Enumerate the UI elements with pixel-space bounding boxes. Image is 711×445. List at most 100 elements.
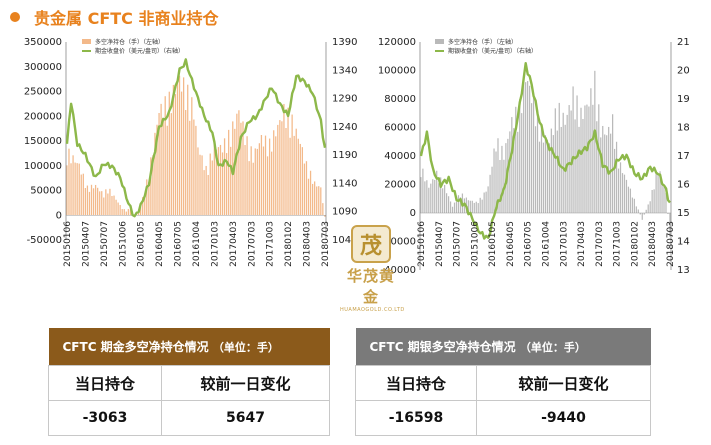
gold-bar xyxy=(320,187,322,216)
silver-bar xyxy=(578,126,580,213)
gold-legend-bar: 多空净持仓（手）（左轴） xyxy=(95,38,164,46)
gold-bar xyxy=(303,163,306,216)
gold-bar xyxy=(246,136,248,216)
silver-bar xyxy=(481,199,483,213)
silver-col1-label: 当日持仓 xyxy=(355,365,477,401)
gold-bar xyxy=(215,149,218,216)
silver-cftc-chart: 120000 100000 80000 60000 40000 20000 0 -20000 -… xyxy=(378,37,690,276)
gold-bar xyxy=(248,161,250,216)
silver-bar xyxy=(453,202,456,213)
gold-bar xyxy=(152,155,154,216)
gold-bar xyxy=(142,197,144,216)
gold-bar xyxy=(92,188,95,216)
gold-bar xyxy=(197,147,199,216)
silver-bar xyxy=(560,126,562,213)
silver-bar xyxy=(669,213,671,237)
silver-table-unit: （单位：手） xyxy=(519,341,586,354)
gold-bar xyxy=(213,143,215,216)
gold-bar xyxy=(322,203,324,216)
silver-bar xyxy=(594,70,596,213)
silver-bar xyxy=(663,186,665,213)
silver-y-left-tick: -40000 xyxy=(381,265,416,276)
gold-bar xyxy=(144,193,146,216)
silver-bar xyxy=(568,105,570,213)
gold-y-right-tick: 1240 xyxy=(332,122,357,133)
gold-bar xyxy=(273,130,275,216)
gold-bar xyxy=(182,77,185,216)
silver-bar xyxy=(546,139,549,213)
gold-bar xyxy=(217,147,220,216)
silver-y-right-tick: 14 xyxy=(677,237,690,248)
gold-bar xyxy=(307,178,310,216)
silver-bar xyxy=(519,99,521,213)
logo-name: 华茂黄金 xyxy=(346,267,395,306)
silver-bar xyxy=(621,173,624,213)
gold-bar xyxy=(299,143,301,216)
silver-bar xyxy=(649,201,651,213)
gold-y-right-tick: 1040 xyxy=(332,235,357,246)
silver-bar xyxy=(521,113,523,213)
silver-bar xyxy=(483,192,485,213)
silver-bar xyxy=(447,196,450,213)
gold-y-left-tick: -50000 xyxy=(27,235,62,246)
silver-bar xyxy=(517,131,519,213)
gold-bar xyxy=(80,174,82,216)
silver-y-right-tick: 18 xyxy=(677,123,690,134)
gold-price-line xyxy=(65,58,327,218)
silver-bar xyxy=(584,105,586,213)
gold-y-left-tick: 200000 xyxy=(24,111,62,122)
gold-bar xyxy=(68,148,70,216)
gold-bar xyxy=(156,124,158,216)
gold-bar xyxy=(107,193,109,216)
silver-bar xyxy=(442,188,444,213)
gold-y-left-tick: 50000 xyxy=(30,186,62,197)
gold-bar xyxy=(316,186,318,216)
gold-bar xyxy=(318,186,320,216)
gold-x-tick: 20170103 xyxy=(210,221,220,267)
silver-x-tick: 20171003 xyxy=(613,221,623,267)
gold-bar xyxy=(172,84,175,216)
silver-x-tick: 20161004 xyxy=(542,221,552,267)
silver-bar xyxy=(499,160,501,213)
silver-legend-line: 期银收盘价（美元/盎司）（右轴） xyxy=(448,47,537,55)
silver-bar xyxy=(592,104,594,213)
silver-x-tick: 20160105 xyxy=(488,221,498,267)
gold-bar xyxy=(70,163,72,216)
silver-bar xyxy=(598,104,600,213)
silver-bar xyxy=(556,130,558,213)
silver-bar xyxy=(467,200,469,213)
silver-bar xyxy=(574,119,576,213)
gold-y-right-tick: 1090 xyxy=(332,207,357,218)
silver-bar xyxy=(530,103,533,213)
gold-bar xyxy=(84,188,86,216)
silver-bar xyxy=(509,131,511,213)
gold-y-right-tick: 1390 xyxy=(332,37,357,48)
gold-x-tick: 20151006 xyxy=(118,221,128,267)
gold-bar xyxy=(207,174,209,216)
silver-x-tick: 20170703 xyxy=(595,221,605,267)
silver-bar xyxy=(625,179,628,213)
gold-bar xyxy=(117,202,119,216)
gold-x-tick: 20150106 xyxy=(63,221,73,267)
silver-x-tick: 20151006 xyxy=(470,221,480,267)
gold-bar xyxy=(293,135,295,216)
gold-table-title: CFTC 期金多空净持仓情况 xyxy=(62,340,209,354)
silver-y-left-tick: 120000 xyxy=(378,37,416,48)
gold-bar xyxy=(266,156,269,216)
gold-bar xyxy=(240,122,242,216)
gold-x-tick: 20170703 xyxy=(247,221,257,267)
gold-bar xyxy=(256,148,258,216)
silver-table-header: CFTC 期银多空净持仓情况 （单位：手） xyxy=(355,328,651,366)
silver-bar xyxy=(432,179,434,213)
gold-bar xyxy=(189,120,191,216)
silver-y-right-tick: 17 xyxy=(677,151,690,162)
silver-y-left-tick: 100000 xyxy=(378,66,416,77)
gold-bar xyxy=(279,120,281,216)
gold-bar xyxy=(244,145,246,216)
silver-bar xyxy=(449,201,452,213)
gold-bar xyxy=(297,138,299,216)
silver-y-left-tick: 0 xyxy=(410,208,416,219)
silver-bar xyxy=(477,203,479,213)
silver-bar xyxy=(525,82,527,213)
gold-x-tick: 20180403 xyxy=(303,221,313,267)
